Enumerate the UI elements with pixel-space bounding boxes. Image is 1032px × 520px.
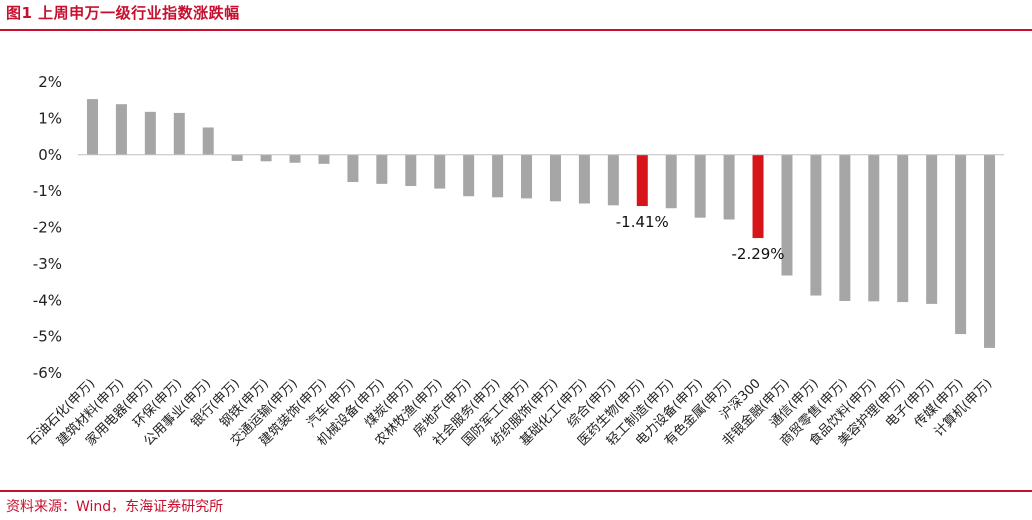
bar <box>521 154 533 199</box>
figure-title: 图1 上周申万一级行业指数涨跌幅 <box>6 4 240 22</box>
top-divider <box>0 29 1032 31</box>
bar <box>984 154 996 348</box>
bar <box>463 154 475 197</box>
bar <box>607 154 619 206</box>
bar <box>318 154 330 164</box>
bar <box>86 99 98 155</box>
y-tick-label: -3% <box>33 255 62 273</box>
bar <box>955 154 967 335</box>
bar <box>723 154 735 220</box>
bar-series <box>86 99 996 348</box>
bar <box>289 154 301 163</box>
y-axis-ticks: 2% 1% 0% -1% -2% -3% -4% -5% -6% <box>33 73 62 382</box>
bar-highlight <box>636 154 648 207</box>
bar <box>839 154 851 301</box>
source-note: 资料来源：Wind，东海证券研究所 <box>6 499 224 515</box>
bar <box>868 154 880 302</box>
bar <box>810 154 822 296</box>
y-tick-label: 2% <box>38 73 62 91</box>
bar <box>202 127 214 155</box>
bar <box>492 154 504 198</box>
bar-highlight <box>752 154 764 239</box>
bar <box>260 154 272 162</box>
bar <box>405 154 417 187</box>
bar-chart: 2% 1% 0% -1% -2% -3% -4% -5% -6% -1.41% -2.29% 石油… <box>25 73 1004 450</box>
bar <box>781 154 793 276</box>
y-tick-label: 0% <box>38 146 62 164</box>
bar <box>434 154 446 189</box>
bar <box>549 154 561 202</box>
bar <box>897 154 909 303</box>
bar <box>347 154 359 183</box>
y-tick-label: -6% <box>33 364 62 382</box>
bar-data-label: -1.41% <box>616 213 669 231</box>
bar <box>665 154 677 209</box>
y-tick-label: 1% <box>38 109 62 127</box>
bottom-divider <box>0 490 1032 492</box>
bar <box>115 104 127 155</box>
x-axis-category-labels: 石油石化(申万)建筑材料(申万)家用电器(申万)环保(申万)公用事业(申万)银行… <box>25 376 995 450</box>
bar <box>231 154 243 161</box>
bar <box>578 154 590 204</box>
bar <box>173 112 185 155</box>
bar <box>694 154 706 218</box>
y-tick-label: -2% <box>33 219 62 237</box>
bar <box>376 154 388 184</box>
bar-data-label: -2.29% <box>731 245 784 263</box>
y-tick-label: -5% <box>33 328 62 346</box>
y-tick-label: -1% <box>33 182 62 200</box>
bar <box>144 111 156 155</box>
bar <box>926 154 938 304</box>
y-tick-label: -4% <box>33 291 62 309</box>
data-labels: -1.41% -2.29% <box>616 213 785 263</box>
